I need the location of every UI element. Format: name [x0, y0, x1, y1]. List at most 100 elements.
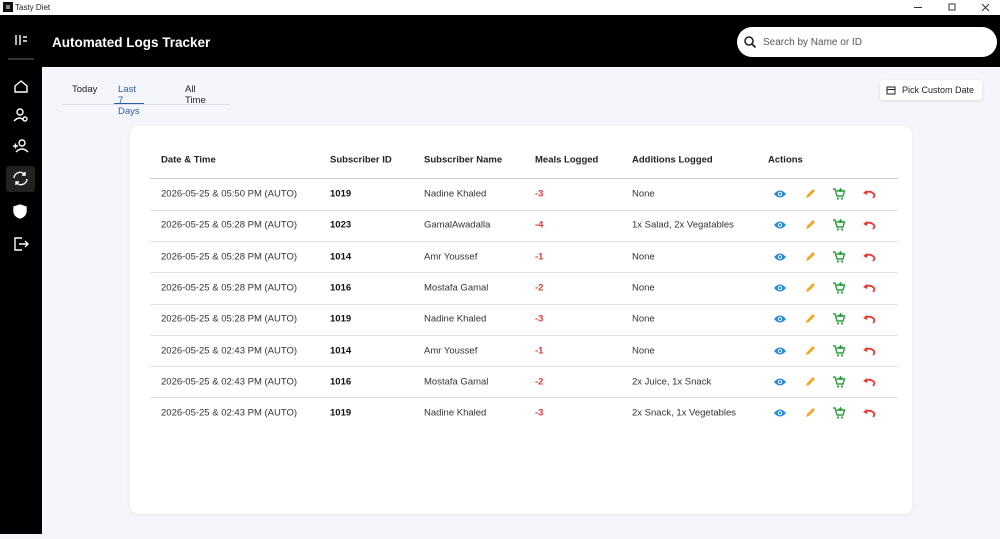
- undo-button[interactable]: [862, 218, 876, 232]
- column-header: Subscriber Name: [424, 154, 503, 166]
- table-cell: 1014: [330, 251, 352, 263]
- add-meal-button[interactable]: [832, 406, 846, 420]
- tabs-divider: [62, 104, 230, 105]
- close[interactable]: [981, 3, 990, 12]
- add-meal-button[interactable]: [832, 187, 846, 201]
- sidebar-icons: [6, 35, 35, 251]
- table-cell: Nadine Khaled: [424, 188, 487, 200]
- add-meal-button[interactable]: [832, 375, 846, 389]
- search-box[interactable]: Search by Name or ID: [737, 27, 997, 57]
- row-divider: [150, 397, 898, 399]
- column-header: Date & Time: [161, 154, 216, 166]
- table-cell: -1: [535, 345, 544, 356]
- add-meal-button[interactable]: [832, 281, 846, 295]
- view-button[interactable]: [773, 344, 787, 358]
- undo-button[interactable]: [862, 312, 876, 326]
- table-cell: 2026-05-25 & 02:43 PM (AUTO): [161, 345, 298, 356]
- edit-button[interactable]: [803, 406, 817, 420]
- table-cell: -3: [535, 313, 544, 325]
- edit-button[interactable]: [803, 218, 817, 232]
- edit-button[interactable]: [803, 344, 817, 358]
- add-meal-button[interactable]: [832, 250, 846, 264]
- search-user-icon[interactable]: [13, 108, 28, 122]
- title-bar: Tasty Diet: [0, 0, 1000, 15]
- row-divider: [150, 366, 898, 368]
- logs-card: Date & Time Subscriber ID Subscriber Name M…: [130, 126, 912, 514]
- home-icon[interactable]: [14, 80, 28, 93]
- table-cell: 2026-05-25 & 05:28 PM (AUTO): [161, 282, 298, 294]
- custom-date-button[interactable]: Pick Custom Date: [880, 80, 982, 100]
- tab[interactable]: Last 7 Days: [118, 84, 140, 117]
- table-cell: 2x Juice, 1x Snack: [632, 376, 712, 388]
- sidebar: [0, 15, 42, 534]
- table-cell: Mostafa Gamal: [424, 282, 489, 294]
- view-button[interactable]: [773, 187, 787, 201]
- column-header: Additions Logged: [632, 154, 713, 166]
- header-divider: [150, 178, 898, 179]
- undo-button[interactable]: [862, 281, 876, 295]
- shield-icon[interactable]: [13, 204, 27, 219]
- table-cell: -3: [535, 188, 544, 200]
- tab[interactable]: All Time: [185, 84, 206, 106]
- table-cell: 1019: [330, 188, 352, 200]
- logout-icon[interactable]: [14, 237, 29, 251]
- add-meal-button[interactable]: [832, 218, 846, 232]
- menu-icon[interactable]: [15, 35, 27, 45]
- table-cell: 1019: [330, 407, 352, 419]
- table-cell: 2026-05-25 & 05:28 PM (AUTO): [161, 251, 298, 263]
- page-title: Automated Logs Tracker: [52, 35, 211, 50]
- add-meal-button[interactable]: [832, 344, 846, 358]
- undo-button[interactable]: [862, 406, 876, 420]
- table-cell: None: [632, 251, 655, 263]
- view-button[interactable]: [773, 218, 787, 232]
- undo-button[interactable]: [862, 375, 876, 389]
- table-cell: -4: [535, 219, 544, 231]
- table-cell: GamalAwadalla: [424, 219, 491, 231]
- undo-button[interactable]: [862, 344, 876, 358]
- table-cell: 1016: [330, 376, 352, 388]
- view-button[interactable]: [773, 375, 787, 389]
- edit-button[interactable]: [803, 250, 817, 264]
- edit-button[interactable]: [803, 375, 817, 389]
- table-cell: None: [632, 313, 655, 325]
- table-cell: 2026-05-25 & 05:28 PM (AUTO): [161, 313, 298, 325]
- edit-button[interactable]: [803, 281, 817, 295]
- table-cell: None: [632, 282, 655, 294]
- table-cell: Amr Youssef: [424, 251, 478, 263]
- view-button[interactable]: [773, 281, 787, 295]
- table-cell: 1023: [330, 219, 352, 231]
- table-cell: Amr Youssef: [424, 345, 478, 356]
- row-divider: [150, 209, 898, 211]
- table-cell: 1016: [330, 282, 352, 294]
- undo-button[interactable]: [862, 187, 876, 201]
- column-header: Actions: [768, 154, 803, 166]
- view-button[interactable]: [773, 406, 787, 420]
- table-cell: -2: [535, 376, 544, 388]
- column-header: Meals Logged: [535, 154, 599, 166]
- view-button[interactable]: [773, 312, 787, 326]
- undo-button[interactable]: [862, 250, 876, 264]
- search-placeholder: Search by Name or ID: [763, 37, 862, 48]
- custom-date-label: Pick Custom Date: [902, 85, 975, 95]
- add-user-icon[interactable]: [13, 139, 29, 153]
- sync-icon[interactable]: [13, 171, 28, 186]
- tab[interactable]: Today: [72, 84, 98, 95]
- edit-button[interactable]: [803, 312, 817, 326]
- edit-button[interactable]: [803, 187, 817, 201]
- row-divider: [150, 272, 898, 274]
- row-divider: [150, 240, 898, 242]
- maximize[interactable]: [948, 3, 956, 11]
- view-button[interactable]: [773, 250, 787, 264]
- table-cell: -1: [535, 251, 544, 263]
- row-divider: [150, 334, 898, 336]
- search-icon: [744, 36, 757, 49]
- window-title: Tasty Diet: [15, 3, 51, 12]
- window-controls: [914, 3, 990, 12]
- active-nav-bg: [6, 166, 35, 192]
- add-meal-button[interactable]: [832, 312, 846, 326]
- table-cell: 1x Salad, 2x Vegatables: [632, 219, 734, 231]
- table-cell: 2026-05-25 & 05:28 PM (AUTO): [161, 219, 298, 231]
- table-cell: Nadine Khaled: [424, 313, 487, 325]
- table-cell: 2026-05-25 & 02:43 PM (AUTO): [161, 376, 298, 388]
